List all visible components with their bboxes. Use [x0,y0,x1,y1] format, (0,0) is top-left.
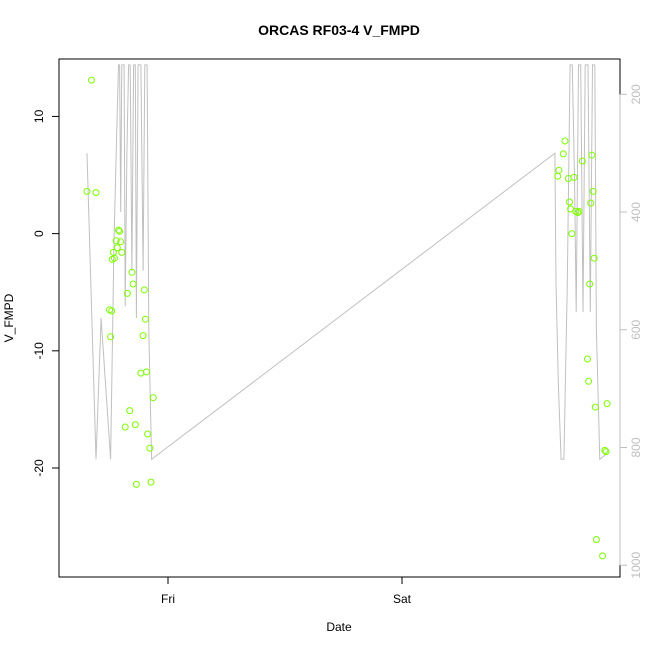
data-point [570,173,578,181]
data-point [578,157,586,165]
y-tick-label: 0 [32,230,46,237]
x-tick-label: Sat [393,592,412,606]
data-point [88,76,95,84]
x-axis: Fri Sat [161,576,412,606]
data-point [592,536,600,543]
right-tick-label: 600 [629,319,643,339]
y-axis-label: V_FMPD [2,293,16,342]
data-point [584,355,591,363]
data-point [599,552,607,560]
data-point [83,187,91,195]
data-point [131,421,139,429]
data-point [116,227,124,235]
y-tick-label: 10 [32,109,46,123]
data-point [574,209,582,216]
data-point [588,151,596,159]
data-point [587,199,595,207]
data-point [568,230,576,238]
data-point [128,268,136,276]
plot-area [58,58,621,578]
data-point [126,407,134,415]
data-point [143,368,150,376]
data-point [147,478,155,486]
data-point [137,369,145,377]
data-point [585,377,593,385]
data-point [554,172,562,180]
data-point [141,315,149,323]
y-axis-left: -20 -10 0 10 [32,109,60,477]
data-point [139,332,147,340]
y-tick-label: -20 [32,459,46,477]
data-point [149,394,157,402]
data-point [111,254,118,262]
data-point [117,238,125,246]
chart-title: ORCAS RF03-4 V_FMPD [258,22,420,38]
data-point [586,280,594,288]
data-point [566,198,573,206]
data-point [121,423,129,431]
right-tick-label: 1000 [629,552,643,579]
data-points [83,76,611,560]
data-point [144,430,152,438]
y-axis-right: 200 400 600 800 1000 [619,84,643,579]
data-point [123,289,131,297]
data-point [589,187,597,195]
data-point [113,244,121,252]
data-point [112,237,120,245]
data-point [92,189,100,197]
data-point [555,166,563,174]
data-point [603,400,611,408]
data-point [118,248,126,256]
data-point [590,254,598,262]
data-point [132,480,140,488]
data-point [602,448,610,456]
data-point [591,403,599,411]
data-point [559,150,567,158]
data-point [601,446,609,454]
right-tick-label: 800 [629,437,643,457]
right-tick-label: 200 [629,84,643,104]
pressure-line [86,64,608,461]
data-point [561,137,569,145]
data-point [108,307,116,315]
data-point [107,333,115,341]
data-point [140,286,148,294]
data-point [146,444,154,452]
x-tick-label: Fri [161,592,175,606]
y-tick-label: -10 [32,342,46,360]
data-point [115,226,122,234]
series-line [86,64,608,461]
data-point [575,207,583,215]
data-point [129,280,137,288]
x-axis-label: Date [326,620,352,634]
right-tick-label: 400 [629,202,643,222]
